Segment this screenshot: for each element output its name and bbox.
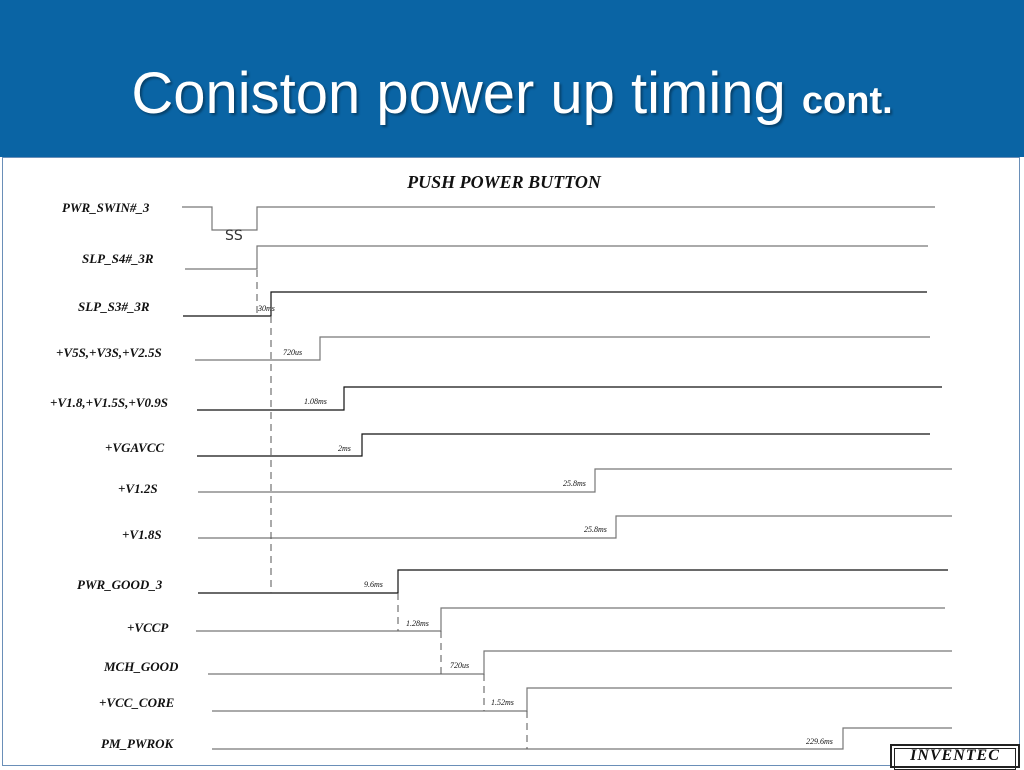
delay-label-v18: 1.08ms [304,397,327,406]
pulse-width-marker: SS [225,228,243,244]
signal-label-v18: +V1.8,+V1.5S,+V0.9S [50,395,168,410]
signal-label-v18s: +V1.8S [122,527,162,542]
delay-label-v18s: 25.8ms [584,525,607,534]
signal-label-slp-s4: SLP_S4#_3R [82,251,154,266]
waveform-slp-s4 [185,245,928,270]
signal-label-vcc-core: +VCC_CORE [99,695,175,710]
title-bar [0,0,1024,157]
waveform-v18 [197,386,942,411]
signal-label-pwr-swin: PWR_SWIN#_3 [62,200,150,215]
waveform-v12s [198,468,952,493]
waveform-pwr-good [198,569,948,594]
diagram-title: PUSH POWER BUTTON [406,172,602,192]
waveform-vcc-core [212,687,952,712]
delay-label-pwr-good: 9.6ms [364,580,383,589]
delay-label-vcc-core: 1.52ms [491,698,514,707]
delay-label-slp-s3: 30ms [257,304,275,313]
slide-title: Coniston power up timing cont. [0,60,1024,127]
slide-title-suffix: cont. [801,80,893,122]
signal-label-vccp: +VCCP [127,620,169,635]
logo-text: INVENTEC [910,747,1000,764]
waveform-slp-s3 [183,291,927,317]
delay-label-pm-pwrok: 229.6ms [806,737,833,746]
waveform-vccp [196,607,945,632]
signal-label-pm-pwrok: PM_PWROK [101,736,175,751]
signal-label-v5s: +V5S,+V3S,+V2.5S [56,345,162,360]
delay-label-v5s: 720us [283,348,302,357]
delay-label-vccp: 1.28ms [406,619,429,628]
signal-label-v12s: +V1.2S [118,481,158,496]
waveform-pwr-swin [182,206,935,231]
signal-label-mch-good: MCH_GOOD [103,659,179,674]
delay-label-mch-good: 720us [450,661,469,670]
waveform-v5s [195,336,930,361]
signal-label-vgavcc: +VGAVCC [105,440,165,455]
waveform-pm-pwrok [212,727,952,750]
waveform-mch-good [208,650,952,675]
signal-label-slp-s3: SLP_S3#_3R [78,299,150,314]
delay-label-v12s: 25.8ms [563,479,586,488]
delay-label-vgavcc: 2ms [338,444,351,453]
waveform-v18s [198,515,952,539]
inventec-logo: INVENTEC [890,744,1020,770]
slide-title-main: Coniston power up timing [131,61,786,126]
signal-label-pwr-good: PWR_GOOD_3 [77,577,163,592]
waveform-vgavcc [197,433,930,457]
